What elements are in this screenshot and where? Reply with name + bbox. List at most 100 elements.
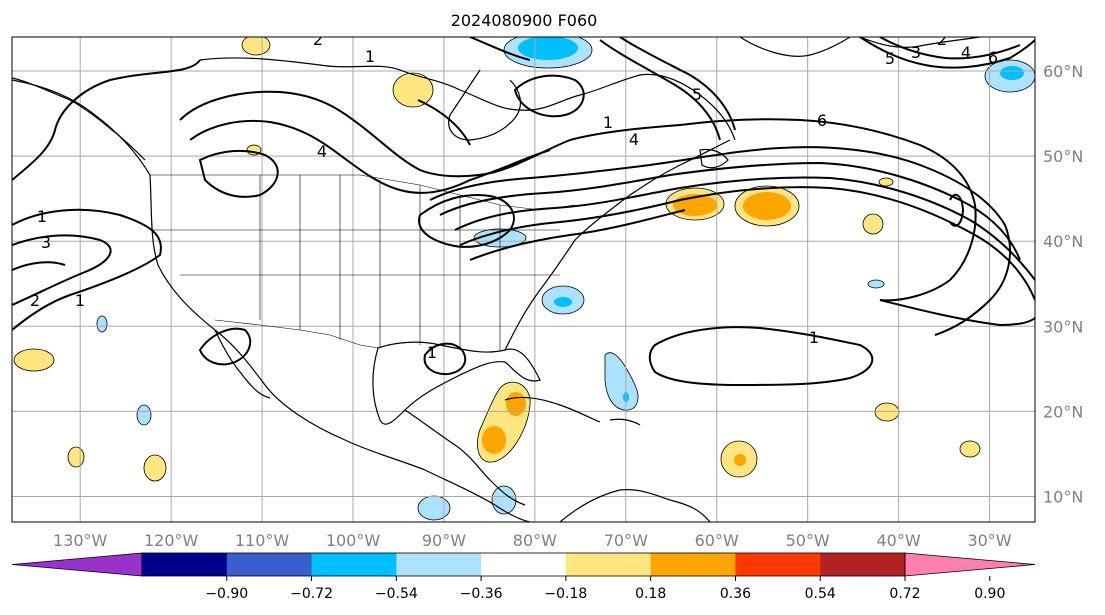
lon-tick-label: 40°W — [877, 531, 921, 550]
contour-label: 4 — [629, 130, 639, 149]
colorbar-bin — [226, 553, 313, 576]
contour-label: 1 — [427, 343, 437, 362]
colorbar-tick-label: 0.36 — [720, 586, 751, 602]
colorbar-tick-label: −0.18 — [544, 586, 587, 602]
patch-positive — [13, 348, 55, 372]
contour-line — [12, 261, 66, 271]
contour-line — [459, 186, 1035, 301]
contour-line — [423, 342, 467, 376]
contour-line — [469, 37, 531, 61]
contour-label: 1 — [365, 47, 375, 66]
patch-negative — [491, 485, 517, 515]
contour-line — [198, 149, 279, 198]
lon-tick-label: 50°W — [786, 531, 830, 550]
colorbar-tick-label: 0.54 — [805, 586, 836, 602]
contour-line — [859, 37, 1035, 69]
patch-positive — [734, 454, 746, 466]
patch-positive — [143, 454, 167, 482]
contour-line — [198, 327, 252, 366]
map-panel: 1 3 2 1 4 1 2 1 1 5 6 5 3 2 4 6 1 4 — [12, 30, 1035, 522]
patch-negative — [1000, 66, 1024, 80]
lon-tick-label: 70°W — [604, 531, 648, 550]
contour-labels: 1 3 2 1 4 1 2 1 1 5 6 5 3 2 4 6 1 4 — [30, 30, 998, 362]
shaded-anomalies — [13, 37, 1035, 521]
coastline-canada-north — [199, 57, 736, 141]
coastline-central-america — [404, 409, 526, 506]
colorbar-tick-label: 0.72 — [889, 586, 920, 602]
contour-line — [879, 37, 1021, 60]
colorbar-bin — [396, 553, 482, 576]
coastline-us-east — [504, 139, 731, 351]
contour-line — [189, 119, 551, 194]
colorbar-bin — [820, 553, 906, 576]
contour-label: 2 — [313, 30, 323, 49]
coastline-baja — [214, 329, 271, 399]
colorbar-bin — [565, 553, 652, 576]
lon-tick-label: 60°W — [695, 531, 739, 550]
lat-tick-label: 20°N — [1043, 402, 1083, 421]
colorbar-tick-label: 0.90 — [974, 586, 1005, 602]
map-title: 2024080900 F060 — [451, 11, 598, 30]
colorbar-bin — [311, 553, 397, 576]
contour-lines — [12, 37, 1035, 387]
colorbar: −0.90 −0.72 −0.54 −0.36 −0.18 0.18 0.36 0.54 0.7… — [11, 552, 1036, 602]
colorbar-bin — [481, 553, 567, 576]
colorbar-tick-label: −0.72 — [290, 586, 333, 602]
patch-positive — [862, 213, 884, 235]
patch-negative — [604, 352, 639, 411]
patch-negative — [96, 315, 108, 333]
colorbar-bin — [735, 553, 821, 576]
contour-label: 5 — [885, 49, 895, 68]
contour-line — [12, 208, 162, 331]
lon-tick-label: 30°W — [967, 531, 1011, 550]
contour-label: 1 — [809, 328, 819, 347]
contour-line — [12, 59, 201, 181]
map-frame — [11, 36, 1036, 523]
contour-line — [417, 99, 471, 146]
contour-line — [513, 74, 585, 118]
patch-positive — [392, 72, 434, 108]
lon-tick-label: 80°W — [513, 531, 557, 550]
colorbar-tick-label: −0.90 — [205, 586, 248, 602]
colorbar-tick-label: 0.18 — [635, 586, 666, 602]
lat-tick-label: 50°N — [1043, 147, 1083, 166]
patch-positive — [241, 37, 271, 56]
coastline-hispaniola — [609, 418, 641, 426]
contour-line — [454, 176, 1035, 281]
longitude-tick-labels: 130°W 120°W 110°W 100°W 90°W 80°W 70°W 60°W 50°W… — [53, 531, 1012, 550]
contour-label: 2 — [937, 30, 947, 49]
contour-label: 1 — [603, 113, 613, 132]
contour-label: 3 — [911, 43, 921, 62]
coastline-greenland — [739, 37, 851, 57]
patch-negative — [518, 37, 578, 60]
lat-tick-label: 30°N — [1043, 317, 1083, 336]
patch-negative — [867, 279, 885, 289]
contour-line — [599, 39, 721, 141]
colorbar-over-extension — [904, 552, 1036, 577]
patch-negative — [554, 297, 572, 307]
lon-tick-label: 110°W — [235, 531, 290, 550]
contour-line — [429, 146, 1011, 336]
coastline-alaska — [12, 77, 146, 161]
coastline-greenland-east — [859, 37, 981, 49]
contour-line — [469, 209, 686, 261]
lat-tick-label: 60°N — [1043, 62, 1083, 81]
contour-label: 4 — [961, 43, 971, 62]
coastline-newfoundland — [699, 148, 729, 169]
colorbar-tick-label: −0.36 — [460, 586, 503, 602]
patch-positive — [67, 446, 85, 468]
colorbar-frame — [141, 552, 906, 577]
contour-line — [949, 193, 965, 227]
lat-tick-label: 10°N — [1043, 487, 1083, 506]
contour-label: 5 — [692, 85, 702, 104]
contour-line — [12, 234, 112, 306]
contour-label: 4 — [317, 142, 327, 161]
coastline-hudson-bay — [448, 69, 522, 141]
lat-tick-label: 40°N — [1043, 232, 1083, 251]
contour-line — [648, 326, 874, 387]
contour-label: 1 — [37, 207, 47, 226]
contour-label: 6 — [817, 111, 827, 130]
coastlines — [12, 37, 981, 522]
border-us-mexico — [214, 319, 379, 349]
contour-line — [619, 37, 736, 131]
